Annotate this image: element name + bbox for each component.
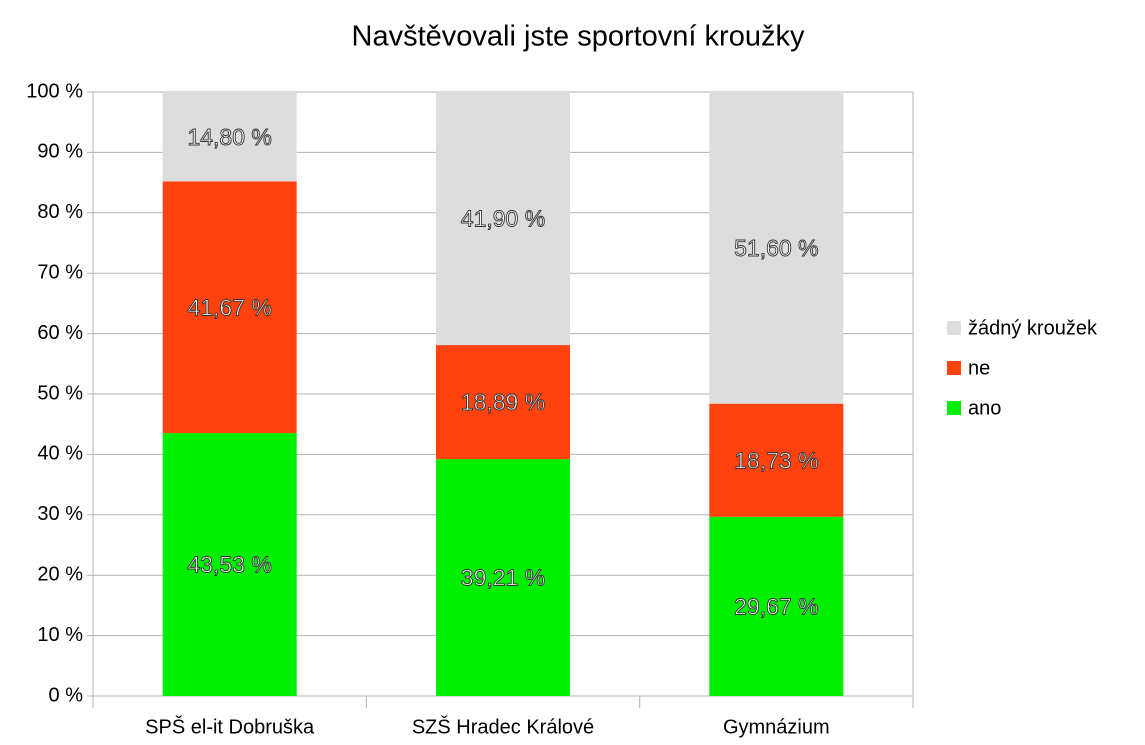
bar-segment xyxy=(162,181,297,434)
bar-segment xyxy=(436,92,570,346)
bar-segment xyxy=(436,459,570,696)
y-tick-label: 90 % xyxy=(37,141,83,163)
y-tick-label: 60 % xyxy=(37,322,83,344)
legend-label: žádný kroužek xyxy=(968,317,1098,339)
legend-label: ano xyxy=(968,397,1001,419)
y-tick-label: 30 % xyxy=(37,503,83,525)
bar-segment xyxy=(162,433,297,696)
value-label: 29,67 % xyxy=(734,593,818,619)
legend-swatch xyxy=(947,321,961,335)
value-label: 41,67 % xyxy=(187,294,271,320)
x-tick-label: SZŠ Hradec Králové xyxy=(412,715,594,738)
y-tick-label: 50 % xyxy=(37,382,83,404)
y-tick-label: 80 % xyxy=(37,201,83,223)
value-label: 43,53 % xyxy=(187,552,271,578)
y-tick-label: 0 % xyxy=(49,684,84,706)
legend-swatch xyxy=(947,361,961,375)
y-tick-label: 20 % xyxy=(37,563,83,585)
bar-segment xyxy=(709,403,844,517)
x-tick-label: SPŠ el-it Dobruška xyxy=(145,715,315,738)
value-label: 18,73 % xyxy=(734,447,818,473)
y-tick-label: 100 % xyxy=(26,80,83,102)
legend-label: ne xyxy=(968,357,990,379)
legend-swatch xyxy=(947,401,961,415)
bar-segment xyxy=(709,92,844,404)
value-label: 14,80 % xyxy=(187,124,271,150)
bar-segment xyxy=(162,92,297,182)
value-label: 51,60 % xyxy=(734,235,818,261)
bar-segment xyxy=(709,516,844,696)
y-tick-label: 10 % xyxy=(37,624,83,646)
x-tick-label: Gymnázium xyxy=(723,716,830,738)
chart-title: Navštěvovali jste sportovní kroužky xyxy=(352,21,805,53)
bar-segment xyxy=(436,345,570,460)
y-tick-label: 70 % xyxy=(37,261,83,283)
value-label: 39,21 % xyxy=(461,565,545,591)
value-label: 41,90 % xyxy=(461,206,545,232)
value-label: 18,89 % xyxy=(461,389,545,415)
y-tick-label: 40 % xyxy=(37,443,83,465)
